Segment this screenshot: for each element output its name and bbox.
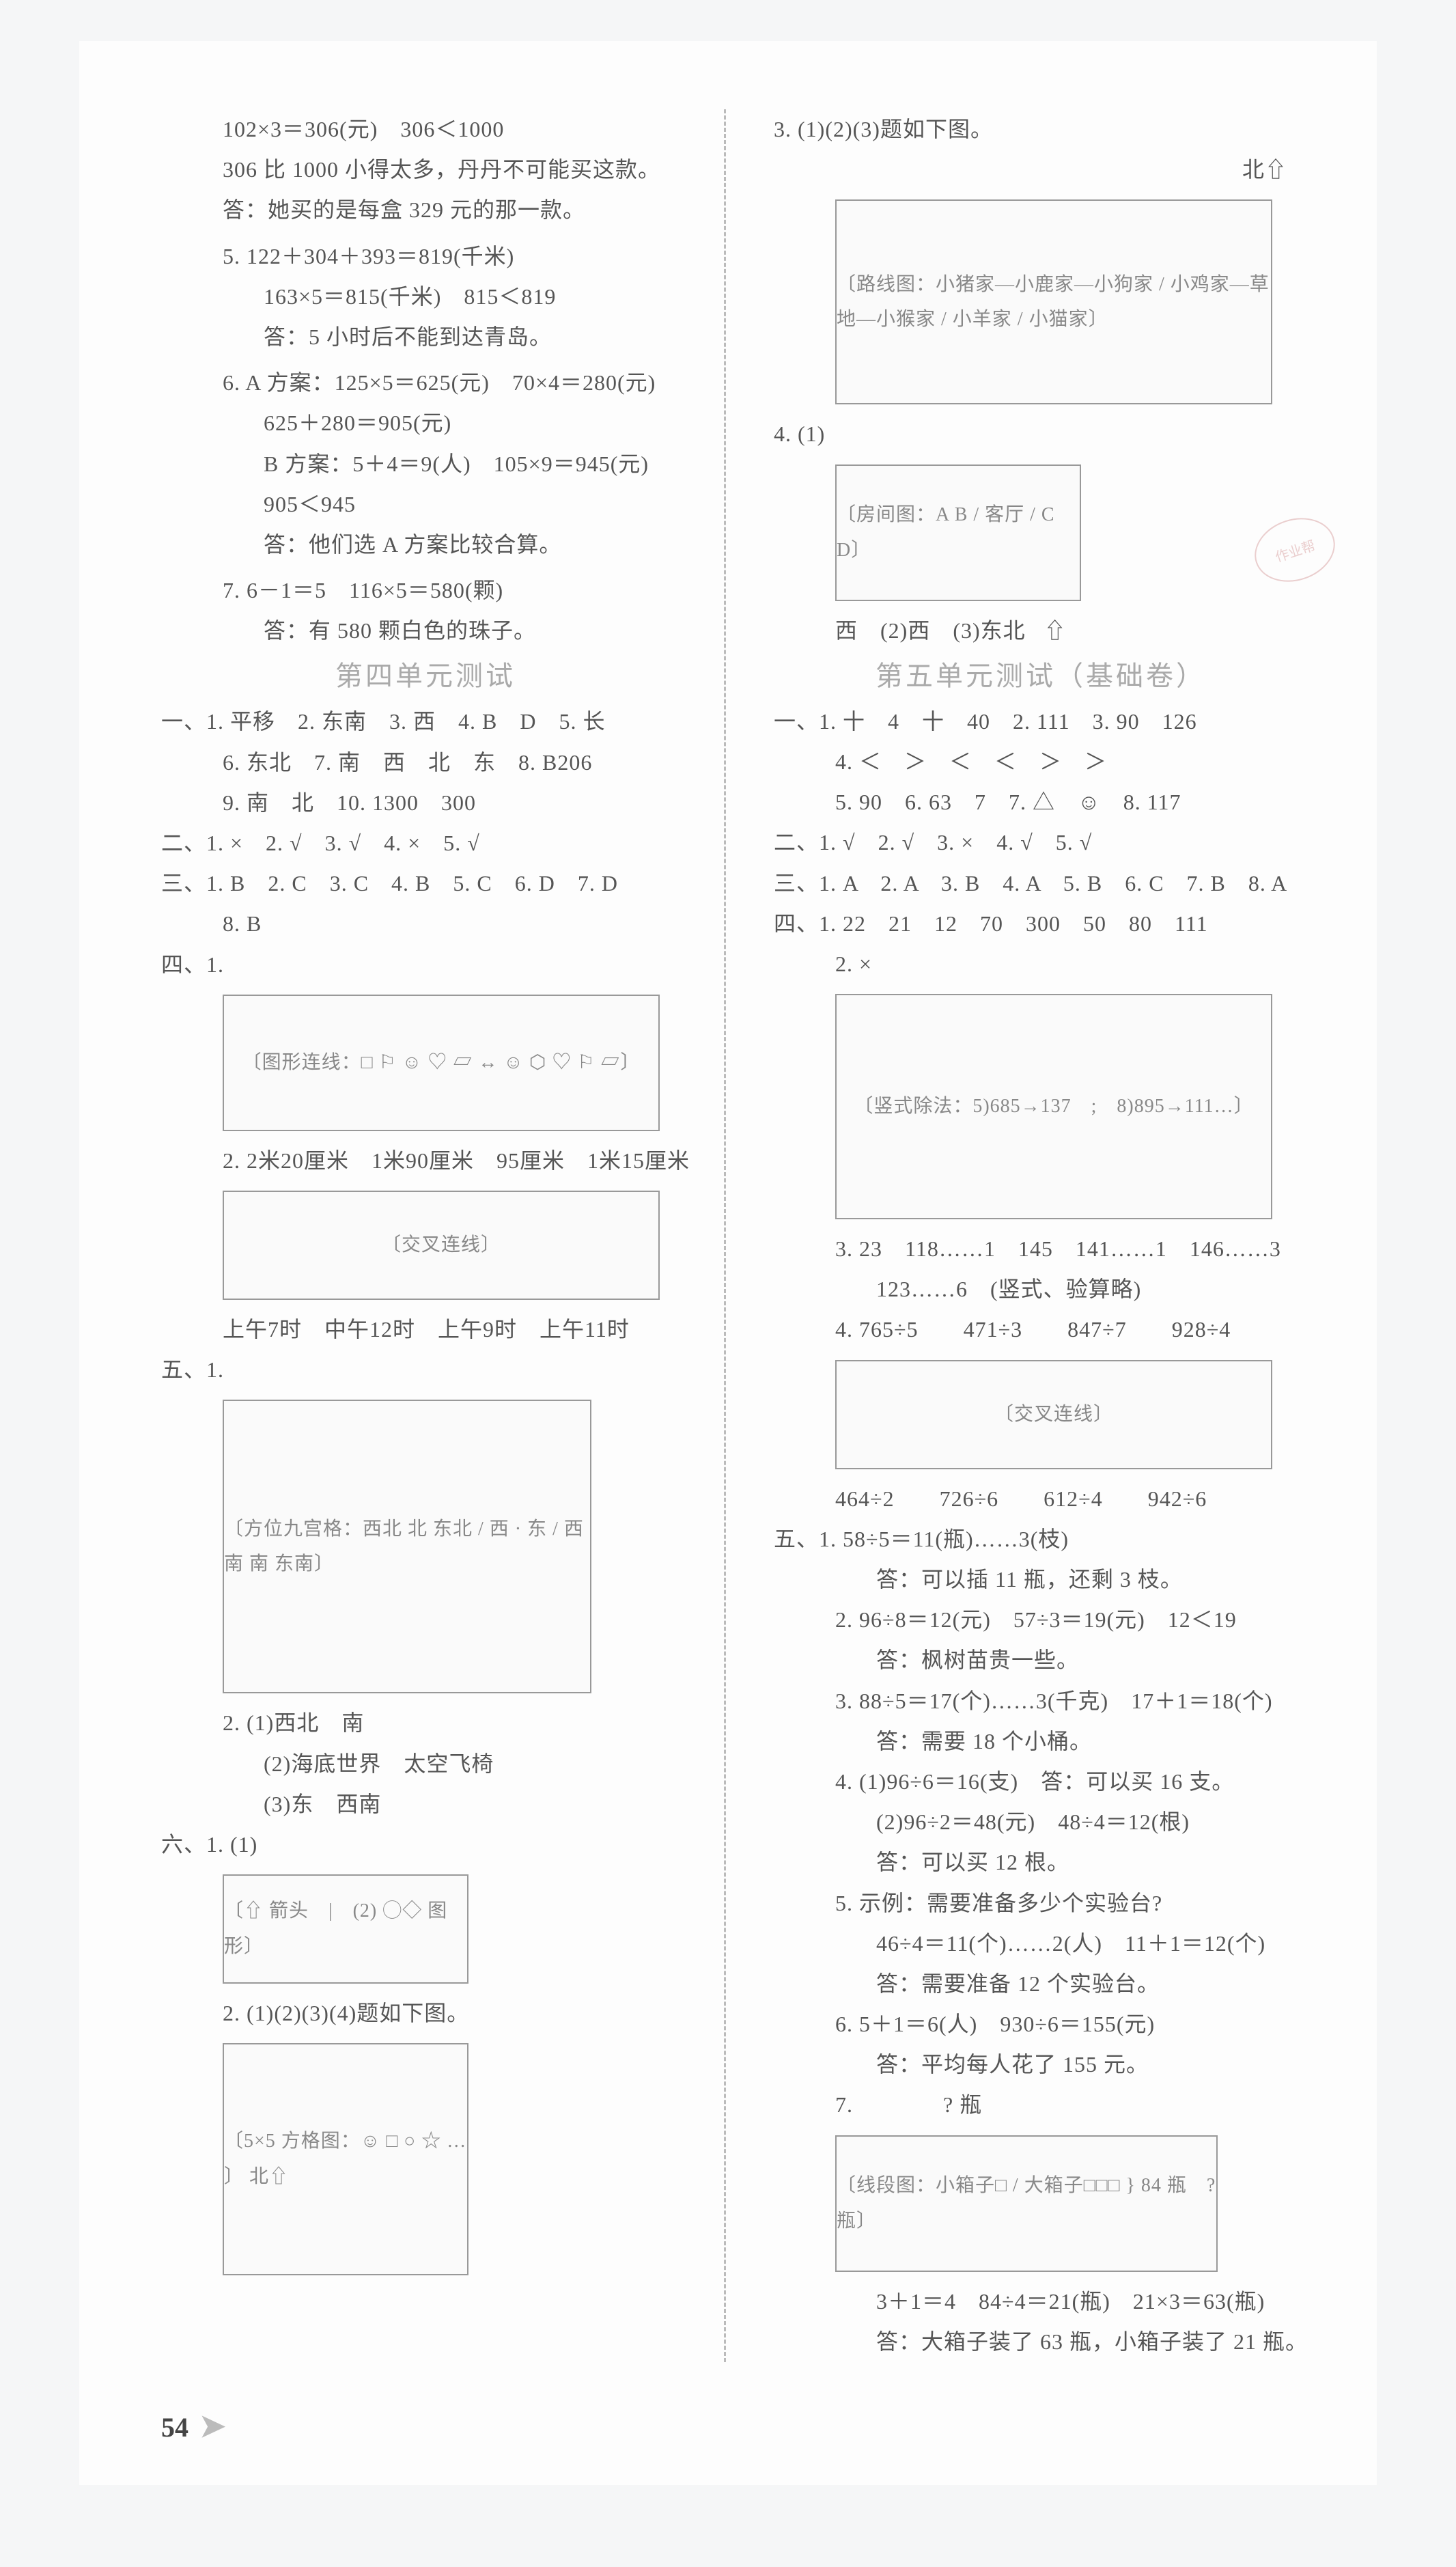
text-line: 5. 122＋304＋393＝819(千米) [161,236,690,277]
diagram-grid-symbols: 〔5×5 方格图：☺ □ ○ ☆ … 〕 北⇧ [223,2043,468,2275]
text-line: 二、1. × 2. √ 3. √ 4. × 5. √ [161,823,690,863]
text-line: 7. 6－1＝5 116×5＝580(颗) [161,570,690,611]
text-line: 答：他们选 A 方案比较合算。 [161,525,690,565]
text-line: (3)东 西南 [161,1784,690,1824]
unit5-title: 第五单元测试（基础卷） [774,651,1308,702]
text-line: 2. × [774,944,1308,984]
text-line: 答：有 580 颗白色的珠子。 [161,611,690,651]
diagram-arrow-shapes: 〔⇧ 箭头 | (2) ◯◇ 图形〕 [223,1874,468,1984]
text-line: 三、1. A 2. A 3. B 4. A 5. B 6. C 7. B 8. … [774,863,1308,904]
text-line: 答：需要准备 12 个实验台。 [774,1964,1308,2004]
text-line: 五、1. 58÷5＝11(瓶)……3(枝) [774,1519,1308,1559]
text-line: 46÷4＝11(个)……2(人) 11＋1＝12(个) [774,1924,1308,1964]
left-column: 102×3＝306(元) 306＜1000 306 比 1000 小得太多，丹丹… [161,109,726,2362]
text-line: 2. (1)西北 南 [161,1703,690,1743]
page-number-value: 54 [161,2412,188,2443]
text-line: 西 (2)西 (3)东北 ⇧ [774,611,1308,651]
text-line: 9. 南 北 10. 1300 300 [161,783,690,823]
text-line: 4. 765÷5 471÷3 847÷7 928÷4 [774,1309,1308,1350]
text-line: 一、1. 平移 2. 东南 3. 西 4. B D 5. 长 [161,702,690,742]
text-line: 答：平均每人花了 155 元。 [774,2044,1308,2085]
text-line: 四、1. [161,945,690,985]
text-line: 5. 示例：需要准备多少个实验台? [774,1883,1308,1924]
text-line: 6. 5＋1＝6(人) 930÷6＝155(元) [774,2004,1308,2044]
text-line: 答：需要 18 个小桶。 [774,1721,1308,1762]
right-column: 3. (1)(2)(3)题如下图。 北⇧ 〔路线图：小猪家—小鹿家—小狗家 / … [767,109,1308,2362]
text-line: 6. A 方案：125×5＝625(元) 70×4＝280(元) [161,363,690,403]
text-line: 5. 90 6. 63 7 7. △ ☺ 8. 117 [774,782,1308,822]
north-indicator: 北⇧ [774,150,1308,190]
diagram-compass-grid: 〔方位九宫格：西北 北 东北 / 西 · 东 / 西南 南 东南〕 [223,1400,591,1693]
text-line: 4. (1)96÷6＝16(支) 答：可以买 16 支。 [774,1762,1308,1802]
text-line: 三、1. B 2. C 3. C 4. B 5. C 6. D 7. D [161,863,690,904]
diagram-shape-match: 〔图形连线：□ ⚐ ☺ ♡ ▱ ↔ ☺ ⬡ ♡ ⚐ ▱〕 [223,995,660,1131]
diagram-floorplan: 〔房间图：A B / 客厅 / C D〕 [835,464,1081,601]
text-line: 4. (1) [774,414,1308,454]
text-line: 625＋280＝905(元) [161,403,690,443]
text-line: 答：大箱子装了 63 瓶，小箱子装了 21 瓶。 [774,2322,1308,2362]
text-line: 上午7时 中午12时 上午9时 上午11时 [161,1309,690,1350]
text-line: 2. (1)(2)(3)(4)题如下图。 [161,1993,690,2034]
text-line: 8. B [161,904,690,944]
text-line: B 方案：5＋4＝9(人) 105×9＝945(元) [161,444,690,484]
text-line: 六、1. (1) [161,1824,690,1865]
text-line: 答：枫树苗贵一些。 [774,1640,1308,1680]
text-line: 一、1. 十 4 十 40 2. 111 3. 90 126 [774,702,1308,742]
text-line: 五、1. [161,1350,690,1390]
diagram-route-map: 〔路线图：小猪家—小鹿家—小狗家 / 小鸡家—草地—小猴家 / 小羊家 / 小猫… [835,199,1272,404]
text-line: 464÷2 726÷6 612÷4 942÷6 [774,1479,1308,1519]
diagram-long-division: 〔竖式除法：5)685→137 ; 8)895→111…〕 [835,994,1272,1219]
text-line: 3＋1＝4 84÷4＝21(瓶) 21×3＝63(瓶) [774,2281,1308,2322]
text-line: 答：5 小时后不能到达青岛。 [161,317,690,357]
text-line: 答：她买的是每盒 329 元的那一款。 [161,190,690,230]
text-line: 7. ? 瓶 [774,2085,1308,2125]
text-line: 2. 96÷8＝12(元) 57÷3＝19(元) 12＜19 [774,1600,1308,1640]
text-line: 3. (1)(2)(3)题如下图。 [774,109,1308,150]
text-line: 905＜945 [161,484,690,525]
text-line: 答：可以买 12 根。 [774,1842,1308,1883]
fish-icon: ➤ [199,2409,226,2443]
diagram-division-match: 〔交叉连线〕 [835,1360,1272,1469]
text-line: 163×5＝815(千米) 815＜819 [161,277,690,317]
diagram-time-match: 〔交叉连线〕 [223,1191,660,1300]
text-line: 四、1. 22 21 12 70 300 50 80 111 [774,904,1308,944]
text-line: 306 比 1000 小得太多，丹丹不可能买这款。 [161,150,690,190]
diagram-bar-model: 〔线段图：小箱子□ / 大箱子□□□ } 84 瓶 ? 瓶〕 [835,2135,1218,2272]
text-line: 4. ＜ ＞ ＜ ＜ ＞ ＞ [774,742,1308,782]
text-line: 6. 东北 7. 南 西 北 东 8. B206 [161,743,690,783]
text-line: 3. 23 118……1 145 141……1 146……3 [774,1229,1308,1269]
text-line: 2. 2米20厘米 1米90厘米 95厘米 1米15厘米 [161,1141,690,1181]
text-line: 3. 88÷5＝17(个)……3(千克) 17＋1＝18(个) [774,1681,1308,1721]
text-line: 123……6 (竖式、验算略) [774,1269,1308,1309]
unit4-title: 第四单元测试 [161,651,690,702]
page-number: 54 ➤ [161,2407,226,2444]
text-line: (2)96÷2＝48(元) 48÷4＝12(根) [774,1802,1308,1842]
text-line: 二、1. √ 2. √ 3. × 4. √ 5. √ [774,822,1308,863]
text-line: 102×3＝306(元) 306＜1000 [161,109,690,150]
text-line: (2)海底世界 太空飞椅 [161,1744,690,1784]
text-line: 答：可以插 11 瓶，还剩 3 枝。 [774,1559,1308,1600]
